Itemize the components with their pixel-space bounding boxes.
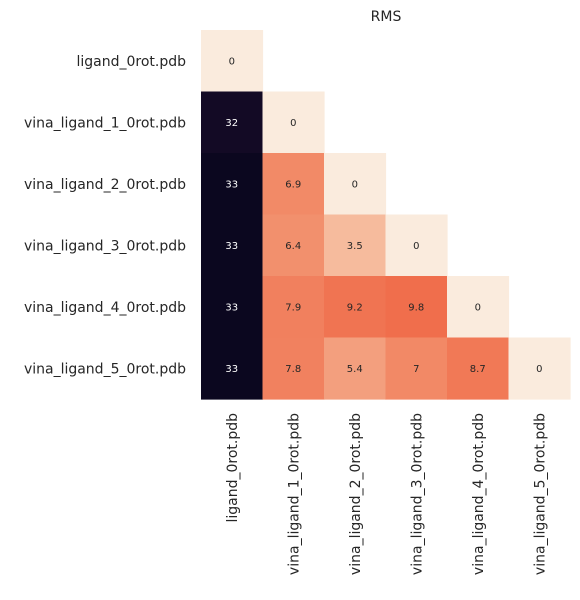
heatmap-cell [201, 153, 264, 216]
column-tick-label: vina_ligand_4_0rot.pdb [471, 413, 487, 575]
heatmap-cell [324, 276, 387, 339]
cell-value-label: 3.5 [347, 241, 363, 252]
cell-value-label: 6.4 [285, 241, 301, 252]
cell-value-label: 0 [352, 179, 358, 190]
column-tick-labels: ligand_0rot.pdb vina_ligand_1_0rot.pdb vin… [225, 413, 549, 575]
heatmap-cells: 0 32 0 33 6.9 0 33 6.4 3.5 0 33 7.9 9.2 9.8 0 33 7.8 5.4 7… [201, 30, 571, 400]
heatmap-cell [201, 337, 264, 400]
column-tick-label: vina_ligand_2_0rot.pdb [348, 413, 364, 575]
column-tick-label: vina_ligand_1_0rot.pdb [286, 413, 302, 575]
heatmap-cell [262, 214, 325, 277]
cell-value-label: 6.9 [285, 179, 301, 190]
heatmap-cell [324, 337, 387, 400]
heatmap-cell [385, 276, 448, 339]
heatmap-cell [324, 153, 387, 216]
row-tick-label: vina_ligand_5_0rot.pdb [24, 361, 186, 377]
cell-value-label: 9.8 [408, 302, 424, 313]
heatmap-cell [385, 337, 448, 400]
row-tick-label: vina_ligand_2_0rot.pdb [24, 177, 186, 193]
cell-value-label: 32 [225, 118, 238, 129]
heatmap-cell [201, 91, 264, 154]
chart-title: RMS [371, 9, 402, 25]
column-tick-label: ligand_0rot.pdb [225, 413, 241, 523]
column-tick-label: vina_ligand_5_0rot.pdb [532, 413, 548, 575]
row-tick-label: vina_ligand_1_0rot.pdb [24, 115, 186, 131]
cell-value-label: 0 [536, 364, 542, 375]
heatmap-cell [262, 91, 325, 154]
heatmap-cell [385, 214, 448, 277]
cell-value-label: 0 [229, 56, 235, 67]
heatmap-cell [262, 337, 325, 400]
row-tick-label: vina_ligand_3_0rot.pdb [24, 238, 186, 254]
column-tick-label: vina_ligand_3_0rot.pdb [409, 413, 425, 575]
cell-value-label: 7.8 [285, 364, 301, 375]
heatmap-cell [201, 30, 264, 93]
cell-value-label: 0 [290, 118, 296, 129]
cell-value-label: 33 [225, 302, 238, 313]
cell-value-label: 7.9 [285, 302, 301, 313]
cell-value-label: 9.2 [347, 302, 363, 313]
heatmap-cell [262, 276, 325, 339]
cell-value-label: 0 [475, 302, 481, 313]
row-tick-label: vina_ligand_4_0rot.pdb [24, 300, 186, 316]
heatmap-cell [447, 276, 510, 339]
cell-value-label: 33 [225, 241, 238, 252]
cell-value-label: 33 [225, 364, 238, 375]
cell-value-label: 8.7 [470, 364, 486, 375]
cell-value-label: 7 [413, 364, 419, 375]
row-tick-label: ligand_0rot.pdb [76, 54, 186, 70]
heatmap-cell [508, 337, 571, 400]
row-tick-labels: ligand_0rot.pdb vina_ligand_1_0rot.pdbvin… [24, 54, 186, 378]
heatmap-cell [324, 214, 387, 277]
heatmap-cell [262, 153, 325, 216]
cell-value-label: 0 [413, 241, 419, 252]
heatmap-cell [447, 337, 510, 400]
cell-value-label: 5.4 [347, 364, 363, 375]
heatmap-cell [201, 214, 264, 277]
cell-value-label: 33 [225, 179, 238, 190]
heatmap-cell [201, 276, 264, 339]
